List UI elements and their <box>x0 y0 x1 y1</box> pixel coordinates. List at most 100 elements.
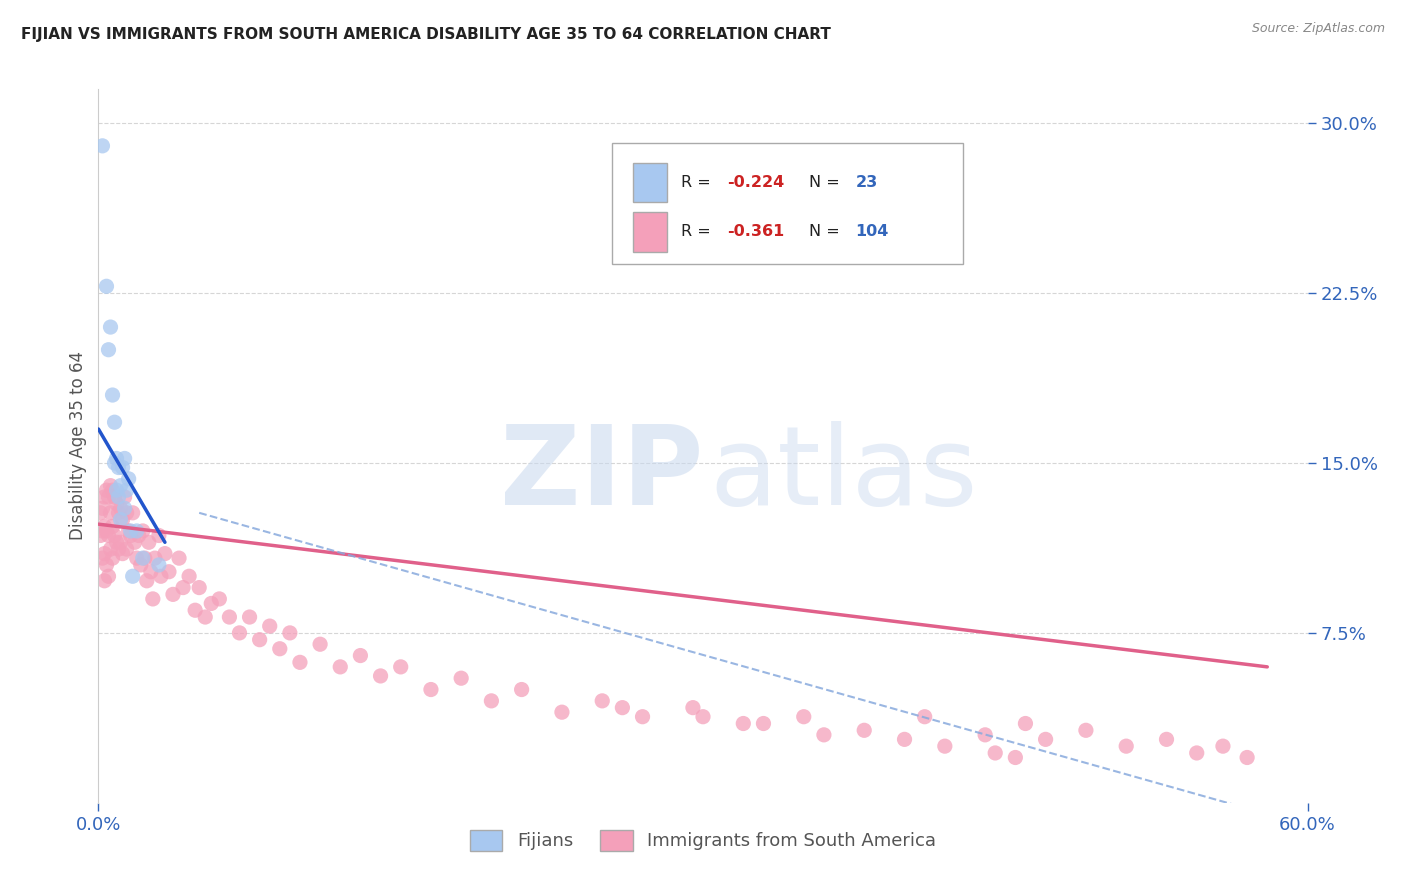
Point <box>208 591 231 606</box>
Point <box>551 705 574 719</box>
Point <box>692 709 714 723</box>
Point <box>1004 750 1026 764</box>
Point <box>107 542 129 557</box>
Text: N =: N = <box>810 225 845 239</box>
Point <box>370 669 392 683</box>
Point <box>101 519 124 533</box>
Point <box>149 569 172 583</box>
Point <box>100 506 122 520</box>
Point <box>200 597 222 611</box>
Point <box>179 569 201 583</box>
Point <box>135 574 157 588</box>
Point <box>138 535 160 549</box>
Point <box>167 551 190 566</box>
Text: atlas: atlas <box>709 421 977 528</box>
Legend: Fijians, Immigrants from South America: Fijians, Immigrants from South America <box>463 822 943 858</box>
Point <box>1115 739 1137 754</box>
Text: R =: R = <box>682 225 716 239</box>
Point <box>91 501 114 516</box>
Point <box>1074 723 1097 738</box>
Y-axis label: Disability Age 35 to 64: Disability Age 35 to 64 <box>69 351 87 541</box>
Point <box>278 626 301 640</box>
Point <box>115 506 138 520</box>
Point <box>132 524 155 538</box>
Point <box>105 497 128 511</box>
Point <box>481 694 503 708</box>
Text: FIJIAN VS IMMIGRANTS FROM SOUTH AMERICA DISABILITY AGE 35 TO 64 CORRELATION CHAR: FIJIAN VS IMMIGRANTS FROM SOUTH AMERICA … <box>21 27 831 42</box>
Point <box>142 591 165 606</box>
Point <box>105 451 128 466</box>
Point <box>96 558 118 572</box>
Point <box>96 524 118 538</box>
Point <box>132 551 155 566</box>
Point <box>103 456 125 470</box>
Point <box>120 528 142 542</box>
Point <box>91 524 114 538</box>
Point <box>107 490 129 504</box>
Point <box>91 551 114 566</box>
Point <box>110 513 132 527</box>
Point <box>682 700 704 714</box>
Point <box>984 746 1007 760</box>
Point <box>114 451 136 466</box>
Point <box>269 641 291 656</box>
Point <box>114 501 136 516</box>
Point <box>101 551 124 566</box>
Point <box>105 483 128 498</box>
Point <box>752 716 775 731</box>
Point <box>125 524 148 538</box>
Text: ZIP: ZIP <box>499 421 703 528</box>
Point <box>100 478 122 492</box>
Point <box>111 460 134 475</box>
Point <box>793 709 815 723</box>
Text: -0.224: -0.224 <box>727 176 785 190</box>
Point <box>389 660 412 674</box>
Point <box>120 524 142 538</box>
Point <box>143 551 166 566</box>
Point <box>100 542 122 557</box>
Point <box>239 610 262 624</box>
FancyBboxPatch shape <box>633 212 666 252</box>
Text: N =: N = <box>810 176 845 190</box>
Point <box>1236 750 1258 764</box>
Point <box>1156 732 1178 747</box>
Point <box>115 542 138 557</box>
Point <box>148 558 170 572</box>
Point <box>96 483 118 498</box>
Point <box>591 694 613 708</box>
Point <box>129 558 152 572</box>
Point <box>288 656 311 670</box>
Point <box>194 610 217 624</box>
Point <box>420 682 443 697</box>
Point <box>249 632 271 647</box>
Point <box>329 660 352 674</box>
Point <box>125 551 148 566</box>
Point <box>118 472 141 486</box>
Point <box>97 528 120 542</box>
Point <box>110 478 132 492</box>
Point <box>100 320 122 334</box>
Point <box>184 603 207 617</box>
Point <box>101 388 124 402</box>
Point <box>93 490 115 504</box>
Point <box>172 581 194 595</box>
Point <box>115 483 138 498</box>
Text: R =: R = <box>682 176 716 190</box>
Point <box>450 671 472 685</box>
Point <box>110 535 132 549</box>
Text: -0.361: -0.361 <box>727 225 785 239</box>
Point <box>111 547 134 561</box>
Point <box>188 581 211 595</box>
Point <box>1035 732 1057 747</box>
Point <box>162 587 184 601</box>
Point <box>97 490 120 504</box>
Point <box>631 709 654 723</box>
Point <box>148 528 170 542</box>
Point <box>974 728 997 742</box>
FancyBboxPatch shape <box>613 143 963 264</box>
Point <box>93 574 115 588</box>
Text: 23: 23 <box>855 176 877 190</box>
Point <box>96 279 118 293</box>
Point <box>97 343 120 357</box>
Point <box>124 535 146 549</box>
